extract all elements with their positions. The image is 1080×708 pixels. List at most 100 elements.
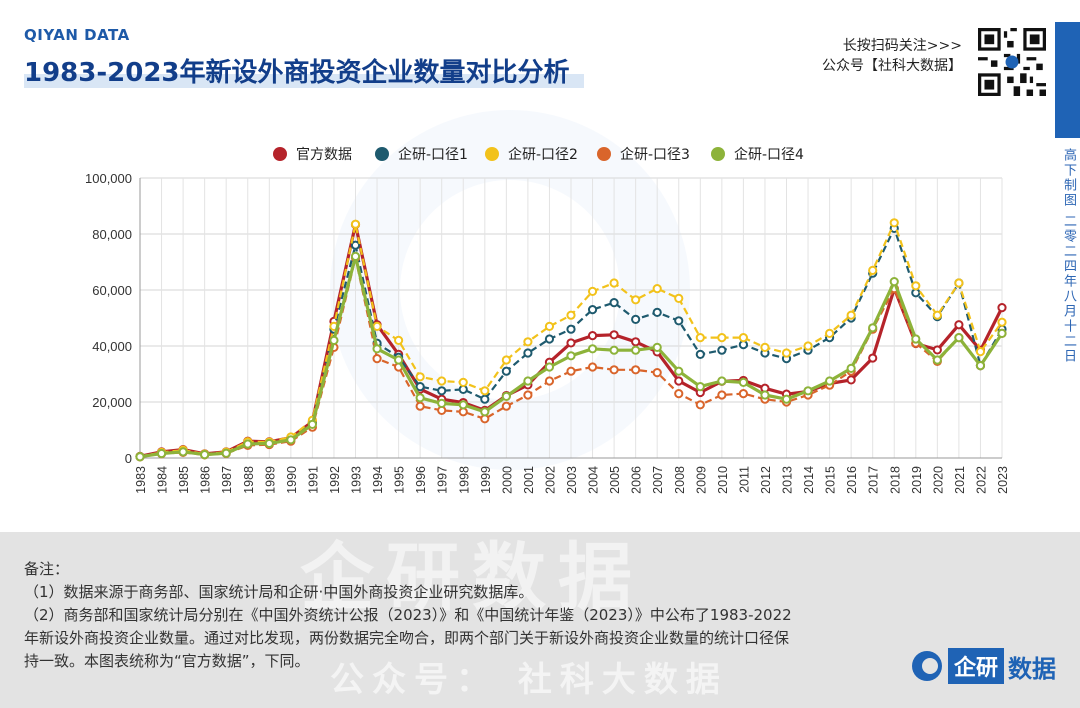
- x-tick-label: 2012: [759, 466, 773, 494]
- data-point: [523, 376, 533, 386]
- qr-code-icon[interactable]: [978, 28, 1046, 96]
- series-5: [135, 251, 1007, 462]
- data-point: [523, 337, 533, 347]
- data-point: [674, 389, 684, 399]
- legend-marker: [375, 147, 389, 161]
- data-point: [372, 354, 382, 364]
- legend-label: 企研-口径4: [734, 146, 804, 163]
- data-point: [501, 401, 511, 411]
- data-point: [350, 251, 361, 262]
- x-axis: 1983 1984 1985 1986 1987 1988 1989 1990 1991 1992…: [134, 457, 1010, 494]
- notes-line-2: （2）商务部和国家统计局分别在《中国外资统计公报（2023）》和《中国统计年鉴（…: [24, 606, 792, 624]
- x-tick-label: 2008: [673, 466, 687, 494]
- data-point: [501, 355, 511, 365]
- data-point: [674, 376, 684, 386]
- brand-logo: 企研 数据: [910, 648, 1056, 684]
- data-point: [544, 362, 555, 372]
- legend-label: 官方数据: [296, 147, 352, 163]
- data-point: [566, 310, 576, 320]
- x-tick-label: 1993: [350, 466, 364, 494]
- data-point: [178, 447, 188, 457]
- x-tick-label: 1987: [220, 466, 234, 494]
- data-point: [760, 390, 770, 400]
- data-point: [372, 321, 382, 331]
- data-point: [781, 394, 792, 404]
- data-point: [738, 389, 749, 399]
- data-point: [825, 376, 835, 386]
- data-point: [458, 400, 468, 410]
- data-point: [954, 320, 964, 330]
- data-point: [631, 295, 641, 305]
- y-tick-label: 40,000: [92, 339, 132, 354]
- data-point: [609, 345, 619, 355]
- data-point: [437, 376, 447, 386]
- chart-series: [135, 218, 1007, 462]
- x-tick-label: 2015: [824, 466, 838, 494]
- logo-text-rest: 数据: [1008, 654, 1057, 683]
- x-tick-label: 2005: [608, 466, 622, 494]
- y-tick-label: 0: [125, 451, 132, 466]
- data-point: [825, 328, 835, 338]
- data-point: [544, 376, 555, 386]
- data-point: [652, 342, 662, 352]
- x-tick-label: 1983: [134, 466, 148, 494]
- data-point: [975, 361, 986, 371]
- data-point: [501, 366, 511, 376]
- qr-caption-line1: 长按扫码关注>>>: [842, 38, 962, 54]
- qr-caption: 长按扫码关注>>> 公众号【社科大数据】: [822, 36, 962, 76]
- data-point: [329, 335, 339, 345]
- x-tick-label: 2001: [522, 466, 536, 494]
- data-point: [480, 407, 490, 417]
- data-point: [889, 277, 899, 287]
- data-point: [566, 366, 576, 376]
- data-point: [307, 419, 317, 429]
- data-point: [609, 330, 619, 340]
- data-point: [997, 328, 1007, 338]
- x-tick-label: 2022: [974, 466, 988, 494]
- x-tick-label: 1984: [156, 466, 170, 494]
- data-point: [631, 337, 641, 347]
- data-point: [695, 382, 705, 392]
- y-tick-label: 80,000: [92, 227, 132, 242]
- qr-caption-line2: 公众号【社科大数据】: [822, 58, 962, 74]
- data-point: [394, 335, 404, 345]
- data-point: [932, 345, 942, 355]
- x-tick-label: 2020: [931, 466, 945, 494]
- side-credit-text: 高下制图 二零二四年八月十二日: [1061, 148, 1076, 365]
- x-tick-label: 2009: [694, 466, 708, 494]
- legend-marker: [273, 147, 287, 161]
- data-point: [544, 321, 555, 331]
- data-point: [889, 218, 899, 228]
- x-tick-label: 1995: [393, 466, 407, 494]
- data-point: [437, 386, 447, 396]
- data-point: [954, 333, 964, 343]
- data-point: [631, 345, 641, 355]
- data-point: [544, 334, 555, 344]
- data-point: [566, 338, 576, 348]
- chart-legend: 官方数据 企研-口径1 企研-口径2 企研-口径3 企研-口径4: [273, 146, 804, 163]
- notes-heading: 备注：: [24, 560, 70, 578]
- data-point: [394, 355, 404, 365]
- x-tick-label: 2014: [802, 466, 816, 494]
- data-point: [760, 342, 770, 352]
- x-tick-label: 1992: [328, 466, 342, 494]
- data-point: [415, 401, 425, 411]
- data-point: [652, 284, 662, 294]
- data-point: [911, 281, 921, 291]
- data-point: [631, 365, 641, 375]
- x-tick-label: 2019: [910, 466, 924, 494]
- legend-label: 企研-口径2: [508, 146, 578, 163]
- data-point: [738, 333, 749, 343]
- x-tick-label: 2021: [953, 466, 967, 494]
- x-tick-label: 2002: [543, 466, 557, 494]
- data-point: [458, 377, 468, 387]
- x-tick-label: 2006: [630, 466, 644, 494]
- data-point: [846, 375, 856, 385]
- y-axis: 0 20,000 40,000 60,000 80,000 100,000: [85, 171, 141, 466]
- data-point: [717, 390, 727, 400]
- data-point: [501, 391, 511, 401]
- data-point: [911, 334, 921, 344]
- data-point: [868, 353, 878, 363]
- x-tick-label: 2011: [737, 466, 751, 493]
- logo-text-box: 企研: [948, 648, 1005, 684]
